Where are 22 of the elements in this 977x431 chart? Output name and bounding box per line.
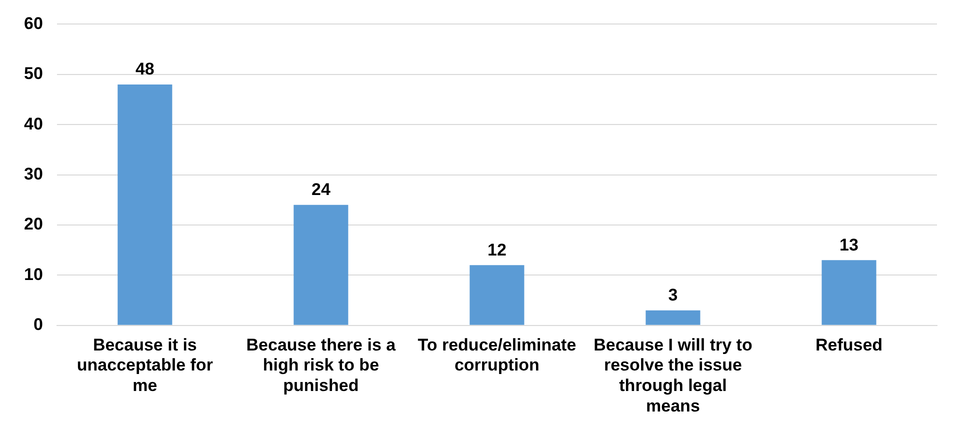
bar <box>822 260 876 325</box>
data-label: 13 <box>840 235 858 254</box>
y-tick-label: 30 <box>24 164 43 184</box>
y-tick-label: 10 <box>24 264 43 284</box>
x-tick-label: Because it is unacceptable for me <box>76 335 214 396</box>
y-tick-label: 40 <box>24 114 43 134</box>
y-tick-label: 0 <box>33 315 43 334</box>
y-tick-label: 50 <box>24 64 43 84</box>
bar <box>294 204 348 325</box>
bar <box>646 310 700 325</box>
x-tick-label: To reduce/eliminate corruption <box>418 335 576 375</box>
data-label: 3 <box>668 286 678 305</box>
x-tick-label: Refused <box>815 335 883 354</box>
bar <box>118 84 172 325</box>
data-label: 12 <box>487 240 506 260</box>
x-tick-label: Because there is a high risk to be punished <box>246 335 396 396</box>
data-label: 24 <box>311 180 331 200</box>
x-tick-label: Because I will try to resolve the issue through legal means <box>594 335 752 416</box>
data-label: 48 <box>135 60 154 79</box>
bar <box>470 265 524 325</box>
y-tick-label: 60 <box>24 14 43 33</box>
y-tick-label: 20 <box>24 214 43 234</box>
